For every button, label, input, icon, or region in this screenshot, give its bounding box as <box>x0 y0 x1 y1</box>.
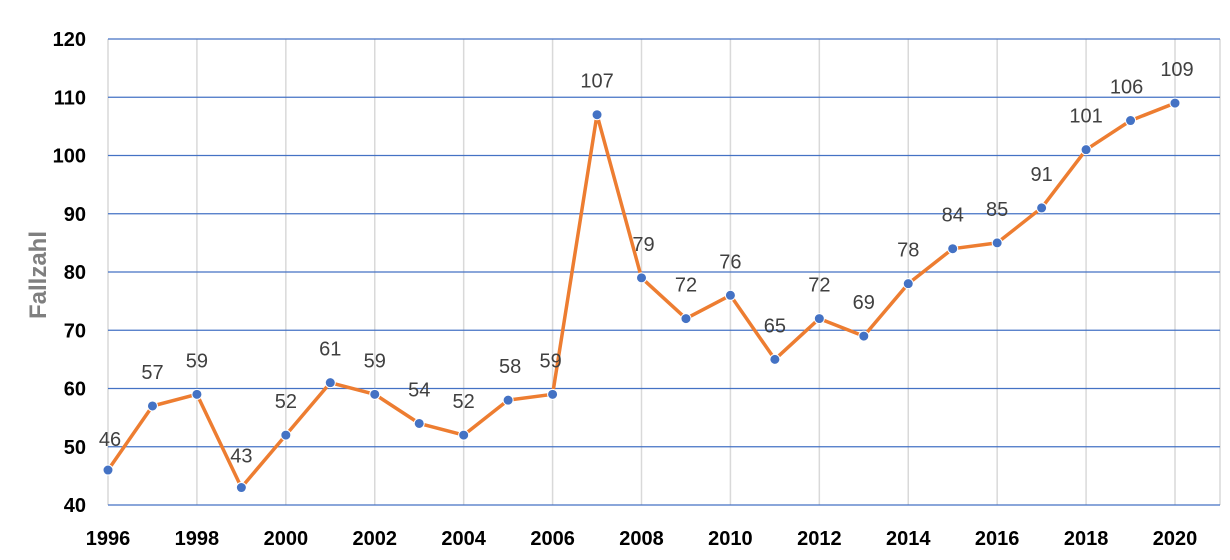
y-tick-label: 120 <box>53 29 86 51</box>
x-tick-label: 2012 <box>797 528 842 550</box>
data-point <box>948 244 958 254</box>
data-point <box>414 418 424 428</box>
data-label: 69 <box>853 292 875 314</box>
x-tick-label: 2016 <box>975 528 1020 550</box>
data-label: 78 <box>897 240 919 262</box>
data-point <box>281 430 291 440</box>
data-point <box>1126 116 1136 126</box>
x-tick-label: 2004 <box>441 528 486 550</box>
data-point <box>192 389 202 399</box>
x-tick-label: 2020 <box>1153 528 1198 550</box>
data-label: 52 <box>275 391 297 413</box>
data-label: 54 <box>408 379 430 401</box>
data-point <box>1170 98 1180 108</box>
y-tick-label: 90 <box>64 204 86 226</box>
x-tick-label: 2002 <box>353 528 398 550</box>
data-label: 59 <box>186 350 208 372</box>
data-point <box>325 378 335 388</box>
data-label: 109 <box>1160 59 1193 81</box>
y-tick-label: 50 <box>64 437 86 459</box>
data-label: 101 <box>1069 106 1102 128</box>
data-label: 65 <box>764 315 786 337</box>
data-label: 79 <box>632 234 654 256</box>
y-axis-label: Fallzahl <box>25 231 52 319</box>
data-label: 61 <box>319 339 341 361</box>
data-point <box>859 331 869 341</box>
data-label: 52 <box>453 391 475 413</box>
data-label: 59 <box>364 350 386 372</box>
data-point <box>503 395 513 405</box>
data-label: 59 <box>539 350 561 372</box>
data-label: 106 <box>1110 77 1143 99</box>
x-tick-label: 1998 <box>175 528 220 550</box>
x-axis-tick-labels: 1996 1998 2000 2002 2004 2006 2008 2010 2012 2014… <box>86 528 1198 550</box>
x-tick-label: 2006 <box>530 528 575 550</box>
data-point <box>459 430 469 440</box>
data-point <box>1037 203 1047 213</box>
data-point <box>770 354 780 364</box>
data-point <box>903 279 913 289</box>
data-labels: 46 57 59 43 52 61 59 54 52 58 59 107 79 72 76 65 72 69 78 8… <box>99 59 1194 467</box>
y-tick-label: 100 <box>53 146 86 168</box>
y-tick-label: 70 <box>64 320 86 342</box>
data-point <box>592 110 602 120</box>
data-point <box>992 238 1002 248</box>
y-tick-label: 110 <box>54 87 86 109</box>
data-point <box>103 465 113 475</box>
x-tick-label: 2010 <box>708 528 753 550</box>
x-tick-label: 2008 <box>619 528 664 550</box>
data-point <box>236 483 246 493</box>
data-point <box>548 389 558 399</box>
data-label: 58 <box>499 356 521 378</box>
data-label: 91 <box>1031 164 1053 186</box>
y-tick-label: 60 <box>64 379 86 401</box>
x-tick-label: 2014 <box>886 528 931 550</box>
x-tick-label: 2000 <box>264 528 309 550</box>
horizontal-gridlines <box>108 39 1220 505</box>
data-point <box>147 401 157 411</box>
data-label: 107 <box>580 71 613 93</box>
data-label: 85 <box>986 199 1008 221</box>
data-point <box>637 273 647 283</box>
data-point <box>681 314 691 324</box>
data-label: 57 <box>141 362 163 384</box>
data-point <box>1081 145 1091 155</box>
data-label: 84 <box>942 205 964 227</box>
data-point <box>370 389 380 399</box>
y-axis-tick-labels: 40 50 60 70 80 90 100 110 120 <box>53 29 86 517</box>
data-label: 72 <box>675 275 697 297</box>
data-label: 72 <box>808 275 830 297</box>
y-tick-label: 80 <box>64 262 86 284</box>
data-point <box>814 314 824 324</box>
data-point <box>725 290 735 300</box>
y-tick-label: 40 <box>64 495 86 517</box>
x-tick-label: 2018 <box>1064 528 1109 550</box>
data-label: 76 <box>719 251 741 273</box>
x-tick-label: 1996 <box>86 528 131 550</box>
data-label: 43 <box>230 446 252 468</box>
data-label: 46 <box>99 429 121 451</box>
